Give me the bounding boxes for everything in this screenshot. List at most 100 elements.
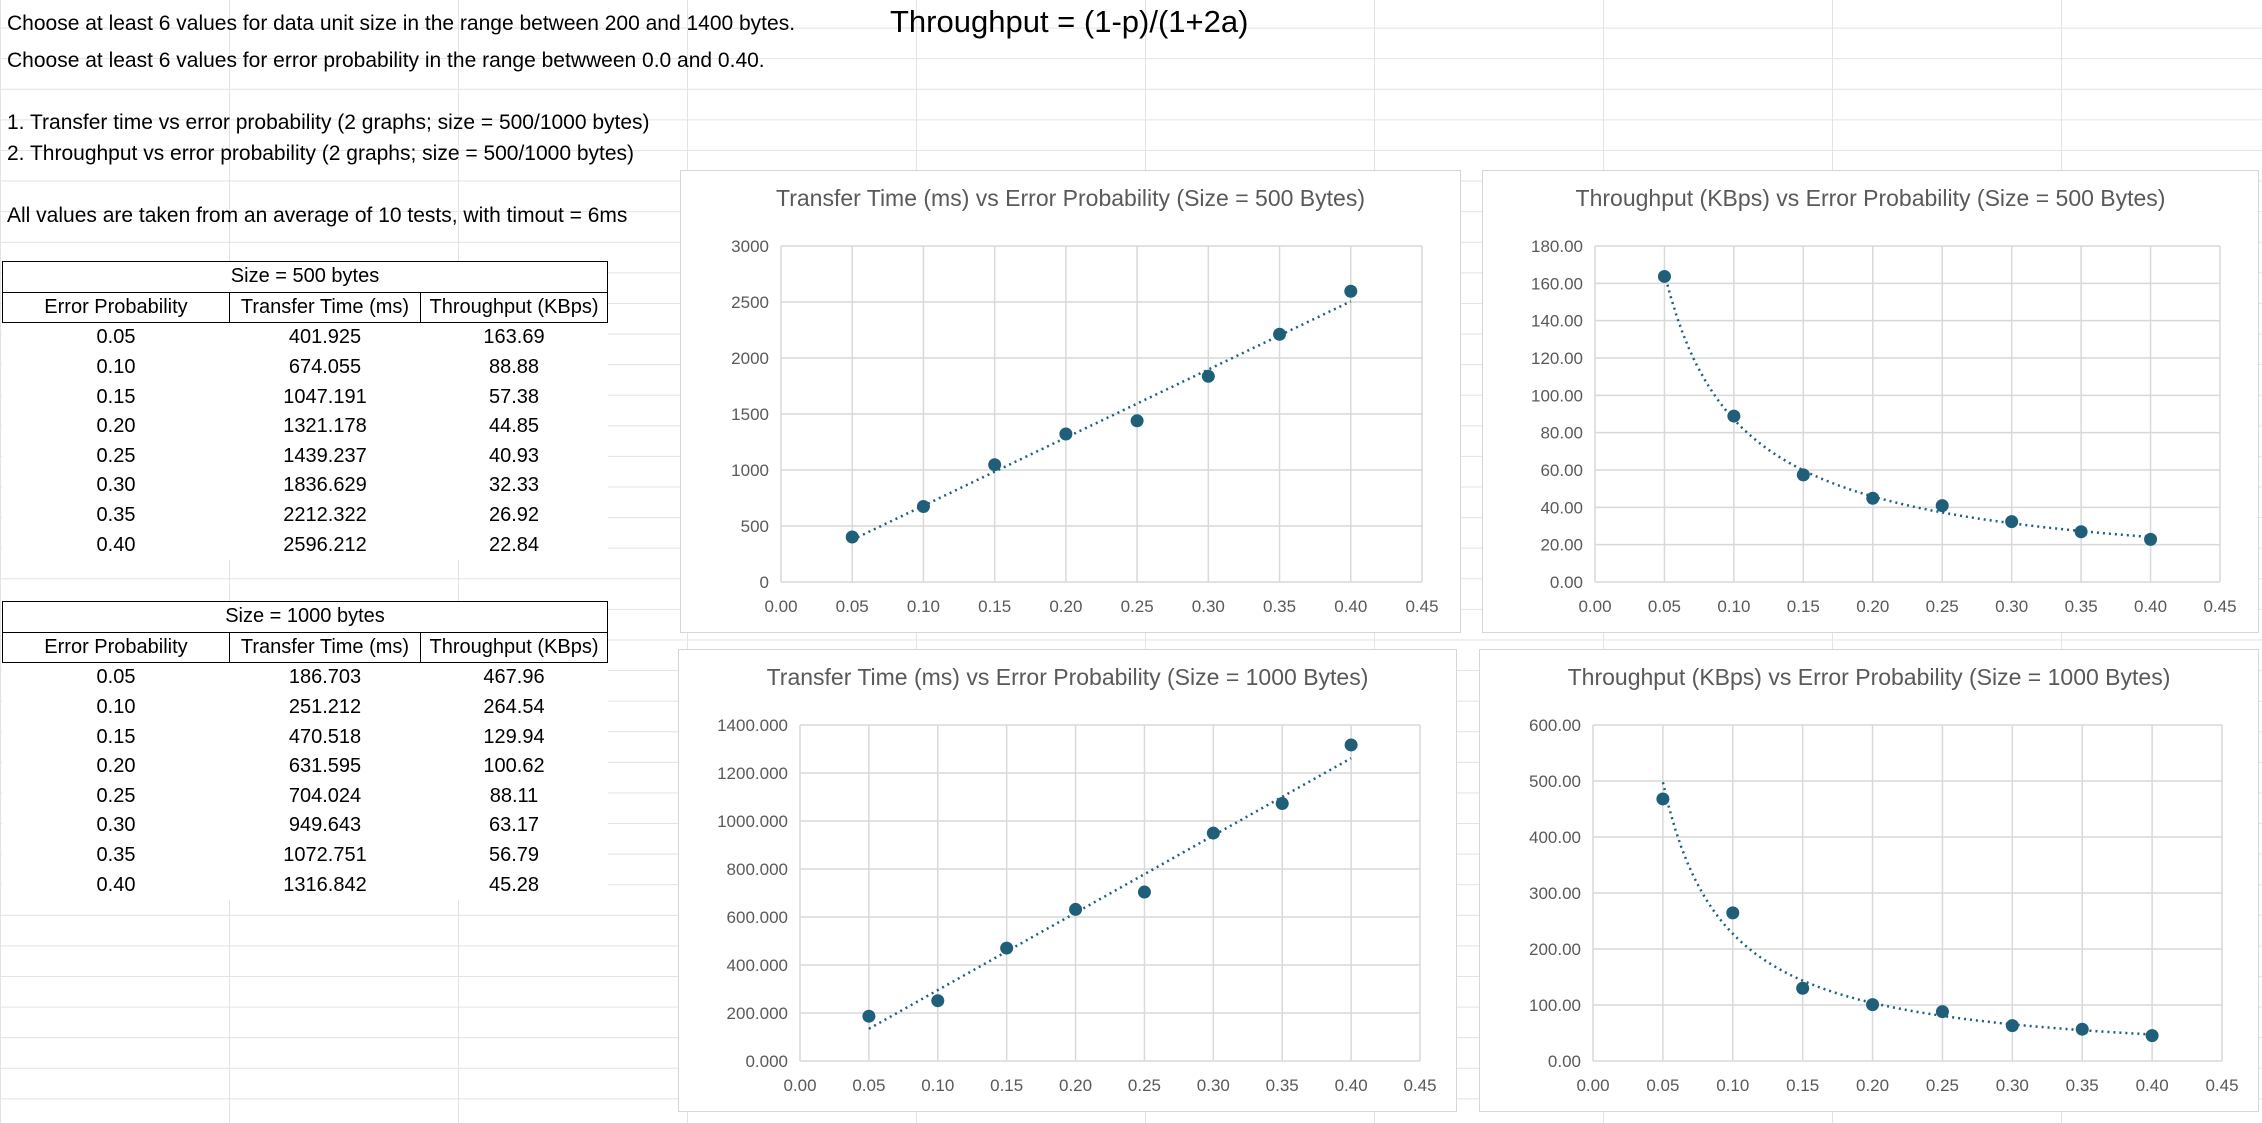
task-line-2[interactable]: 2. Throughput vs error probability (2 gr… <box>7 142 635 165</box>
error-probability-cell[interactable]: 0.35 <box>96 844 136 867</box>
error-probability-cell[interactable]: 0.20 <box>96 755 136 778</box>
chart-plot: 0 500 1000 1500 2000 2500 3000 0.00 0.05 0.10 0.15… <box>731 237 1438 616</box>
x-tick-label: 0.30 <box>1995 597 2028 616</box>
table-row: 0.15 1047.191 57.38 <box>3 382 608 412</box>
transfer-time-cell[interactable]: 704.024 <box>288 784 362 807</box>
table-caption[interactable]: Size = 1000 bytes <box>2 601 608 633</box>
chart-throughput-500[interactable]: Throughput (KBps) vs Error Probability (… <box>1482 170 2259 633</box>
throughput-cell[interactable]: 22.84 <box>488 533 540 556</box>
y-tick-label: 300.00 <box>1529 884 1581 903</box>
header-transfer-time[interactable]: Transfer Time (ms) <box>229 291 421 324</box>
header-error-probability[interactable]: Error Probability <box>2 291 230 324</box>
data-point <box>2144 532 2158 546</box>
throughput-cell[interactable]: 467.96 <box>483 666 545 689</box>
transfer-time-cell[interactable]: 470.518 <box>288 725 362 748</box>
throughput-cell[interactable]: 88.88 <box>488 356 540 379</box>
transfer-time-cell[interactable]: 1316.842 <box>283 873 367 896</box>
x-tick-label: 0.45 <box>1403 1076 1436 1095</box>
error-probability-cell[interactable]: 0.05 <box>96 326 136 349</box>
x-tick-label: 0.25 <box>1926 1076 1959 1095</box>
y-tick-label: 120.00 <box>1531 349 1583 368</box>
transfer-time-cell[interactable]: 674.055 <box>288 356 362 379</box>
throughput-cell[interactable]: 63.17 <box>488 814 540 837</box>
error-probability-cell[interactable]: 0.30 <box>96 814 136 837</box>
data-point <box>1275 797 1289 811</box>
header-error-probability[interactable]: Error Probability <box>2 631 230 664</box>
throughput-cell[interactable]: 32.33 <box>488 474 540 497</box>
transfer-time-cell[interactable]: 251.212 <box>288 696 362 719</box>
throughput-cell[interactable]: 88.11 <box>489 784 539 807</box>
error-probability-cell[interactable]: 0.10 <box>96 356 136 379</box>
x-tick-label: 0.00 <box>1576 1076 1609 1095</box>
throughput-cell[interactable]: 45.28 <box>488 873 540 896</box>
header-throughput[interactable]: Throughput (KBps) <box>420 631 608 664</box>
instruction-line-2[interactable]: Choose at least 6 values for error proba… <box>7 49 765 72</box>
y-tick-label: 400.00 <box>1529 828 1581 847</box>
header-transfer-time[interactable]: Transfer Time (ms) <box>229 631 421 664</box>
y-tick-label: 200.00 <box>1529 940 1581 959</box>
transfer-time-cell[interactable]: 1047.191 <box>283 385 367 408</box>
y-tick-label: 100.00 <box>1529 996 1581 1015</box>
transfer-time-cell[interactable]: 2212.322 <box>283 504 367 527</box>
throughput-cell[interactable]: 129.94 <box>483 725 545 748</box>
instruction-line-1[interactable]: Choose at least 6 values for data unit s… <box>7 12 796 35</box>
transfer-time-cell[interactable]: 401.925 <box>288 326 362 349</box>
throughput-cell[interactable]: 26.92 <box>488 504 540 527</box>
data-point <box>1866 998 1880 1012</box>
error-probability-cell[interactable]: 0.05 <box>96 666 136 689</box>
data-point <box>1344 284 1358 298</box>
y-tick-label: 0.00 <box>1550 573 1583 592</box>
error-probability-cell[interactable]: 0.25 <box>96 784 136 807</box>
x-tick-label: 0.45 <box>1405 597 1438 616</box>
error-probability-cell[interactable]: 0.35 <box>96 504 136 527</box>
task-line-1[interactable]: 1. Transfer time vs error probability (2… <box>7 111 650 134</box>
transfer-time-cell[interactable]: 1836.629 <box>283 474 367 497</box>
y-tick-label: 2500 <box>731 293 769 312</box>
error-probability-cell[interactable]: 0.15 <box>96 385 136 408</box>
error-probability-cell[interactable]: 0.25 <box>96 444 136 467</box>
throughput-cell[interactable]: 57.38 <box>488 385 540 408</box>
throughput-formula[interactable]: Throughput = (1-p)/(1+2a) <box>890 4 1249 39</box>
x-tick-label: 0.40 <box>1334 597 1367 616</box>
throughput-cell[interactable]: 163.69 <box>483 326 545 349</box>
table-row: 0.20 1321.178 44.85 <box>3 412 608 442</box>
chart-transfer-time-1000[interactable]: Transfer Time (ms) vs Error Probability … <box>678 649 1457 1112</box>
averages-note[interactable]: All values are taken from an average of … <box>7 204 628 227</box>
throughput-cell[interactable]: 264.54 <box>483 696 545 719</box>
transfer-time-cell[interactable]: 1321.178 <box>283 415 367 438</box>
y-tick-label: 180.00 <box>1531 237 1583 256</box>
y-tick-label: 60.00 <box>1540 461 1583 480</box>
x-tick-label: 0.05 <box>852 1076 885 1095</box>
transfer-time-cell[interactable]: 949.643 <box>288 814 362 837</box>
error-probability-cell[interactable]: 0.20 <box>96 415 136 438</box>
data-point <box>2005 1019 2019 1033</box>
data-point <box>2074 525 2088 539</box>
transfer-time-cell[interactable]: 1072.751 <box>283 844 367 867</box>
x-tick-label: 0.10 <box>1716 1076 1749 1095</box>
y-tick-label: 400.000 <box>727 956 788 975</box>
table-caption[interactable]: Size = 500 bytes <box>2 261 608 293</box>
header-throughput[interactable]: Throughput (KBps) <box>420 291 608 324</box>
chart-throughput-1000[interactable]: Throughput (KBps) vs Error Probability (… <box>1479 649 2259 1112</box>
data-point <box>1273 327 1287 341</box>
transfer-time-cell[interactable]: 631.595 <box>288 755 362 778</box>
transfer-time-cell[interactable]: 1439.237 <box>283 444 367 467</box>
throughput-cell[interactable]: 56.79 <box>488 844 540 867</box>
error-probability-cell[interactable]: 0.10 <box>96 696 136 719</box>
chart-title: Throughput (KBps) vs Error Probability (… <box>1567 664 2171 690</box>
error-probability-cell[interactable]: 0.40 <box>96 873 136 896</box>
error-probability-cell[interactable]: 0.30 <box>96 474 136 497</box>
table-row: 0.35 1072.751 56.79 <box>3 841 608 871</box>
x-tick-label: 0.05 <box>1648 597 1681 616</box>
transfer-time-cell[interactable]: 2596.212 <box>283 533 367 556</box>
error-probability-cell[interactable]: 0.15 <box>96 725 136 748</box>
throughput-cell[interactable]: 44.85 <box>488 415 540 438</box>
data-point <box>931 994 945 1008</box>
chart-transfer-time-500[interactable]: Transfer Time (ms) vs Error Probability … <box>680 170 1461 633</box>
table-row: 0.05 401.925 163.69 <box>3 323 608 353</box>
data-point <box>1069 902 1083 916</box>
error-probability-cell[interactable]: 0.40 <box>96 533 136 556</box>
throughput-cell[interactable]: 100.62 <box>483 755 545 778</box>
transfer-time-cell[interactable]: 186.703 <box>288 666 362 689</box>
throughput-cell[interactable]: 40.93 <box>488 444 540 467</box>
